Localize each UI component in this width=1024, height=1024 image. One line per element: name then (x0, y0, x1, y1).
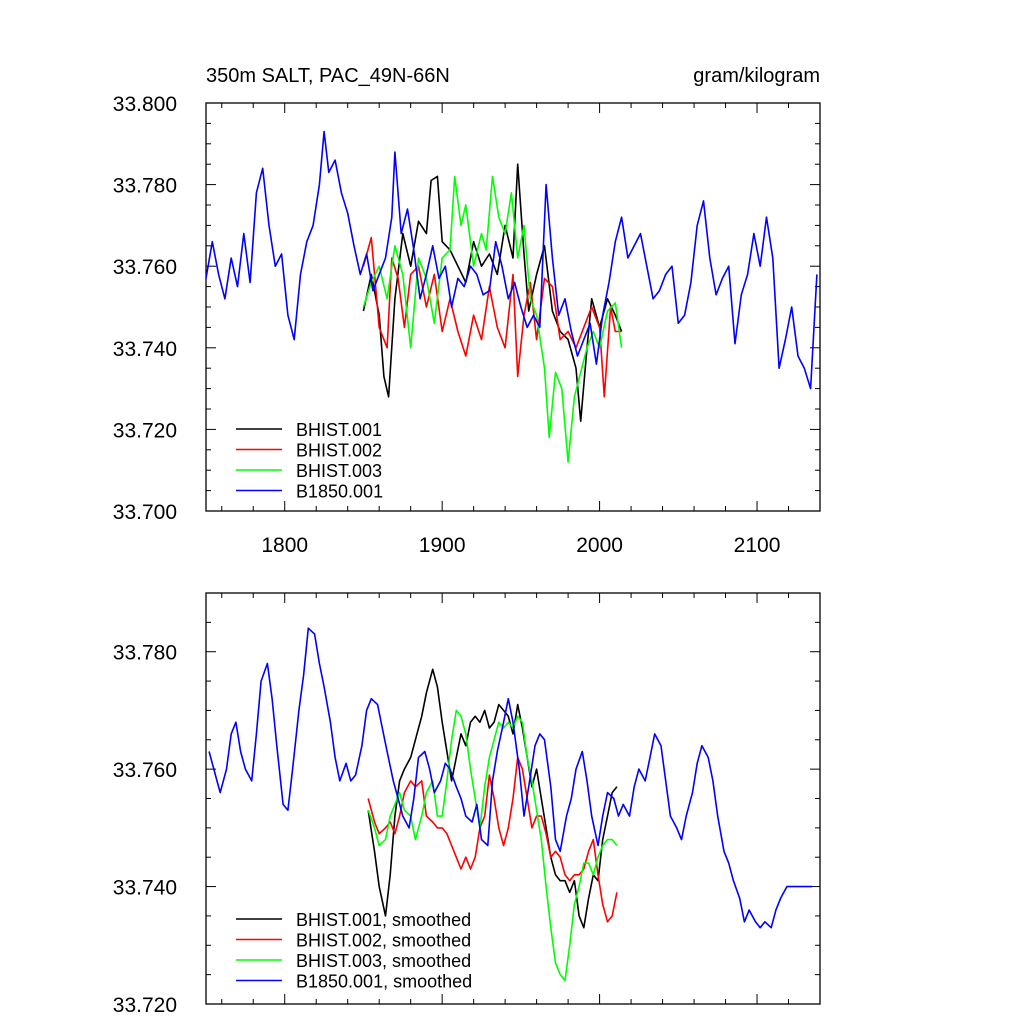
series-line (367, 709, 618, 982)
series-line (205, 130, 818, 390)
bottom-panel: 33.720 33.740 33.760 33.780 BHIST.001, smoot… (113, 592, 821, 1017)
legend-label: B1850.001, smoothed (296, 972, 472, 992)
units-label: gram/kilogram (693, 65, 820, 87)
chart-title: 350m SALT, PAC_49N-66N (206, 65, 450, 87)
series-line (362, 175, 623, 463)
y-tick-label: 33.800 (113, 93, 177, 116)
legend-label: BHIST.001, smoothed (296, 910, 471, 930)
y-tick-label: 33.780 (113, 175, 177, 198)
series-line (362, 163, 623, 423)
legend-label: BHIST.003, smoothed (296, 951, 471, 971)
y-tick-label: 33.740 (113, 877, 177, 900)
x-tick-label: 2000 (576, 534, 623, 557)
legend-label: BHIST.001 (296, 420, 382, 440)
y-tick-label: 33.780 (113, 642, 177, 665)
y-tick-label: 33.740 (113, 338, 177, 361)
top-panel: 1800 1900 2000 2100 33.700 33.720 33.740 33.760… (113, 93, 821, 557)
y-tick-label: 33.720 (113, 994, 177, 1017)
y-tick-label: 33.720 (113, 419, 177, 442)
legend-label: BHIST.002 (296, 441, 382, 461)
x-tick-label: 2100 (734, 534, 781, 557)
x-tick-label: 1800 (261, 534, 308, 557)
legend-label: BHIST.002, smoothed (296, 931, 471, 951)
legend-label: B1850.001 (296, 482, 383, 502)
y-tick-label: 33.700 (113, 501, 177, 524)
series-line (367, 756, 618, 923)
series-line (208, 627, 813, 929)
y-tick-label: 33.760 (113, 759, 177, 782)
series-line (367, 668, 618, 929)
series-line (362, 236, 622, 398)
y-tick-label: 33.760 (113, 256, 177, 279)
legend-label: BHIST.003 (296, 461, 382, 481)
x-tick-label: 1900 (419, 534, 466, 557)
